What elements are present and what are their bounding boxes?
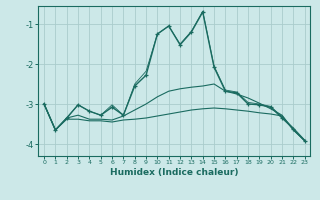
X-axis label: Humidex (Indice chaleur): Humidex (Indice chaleur) bbox=[110, 168, 239, 177]
